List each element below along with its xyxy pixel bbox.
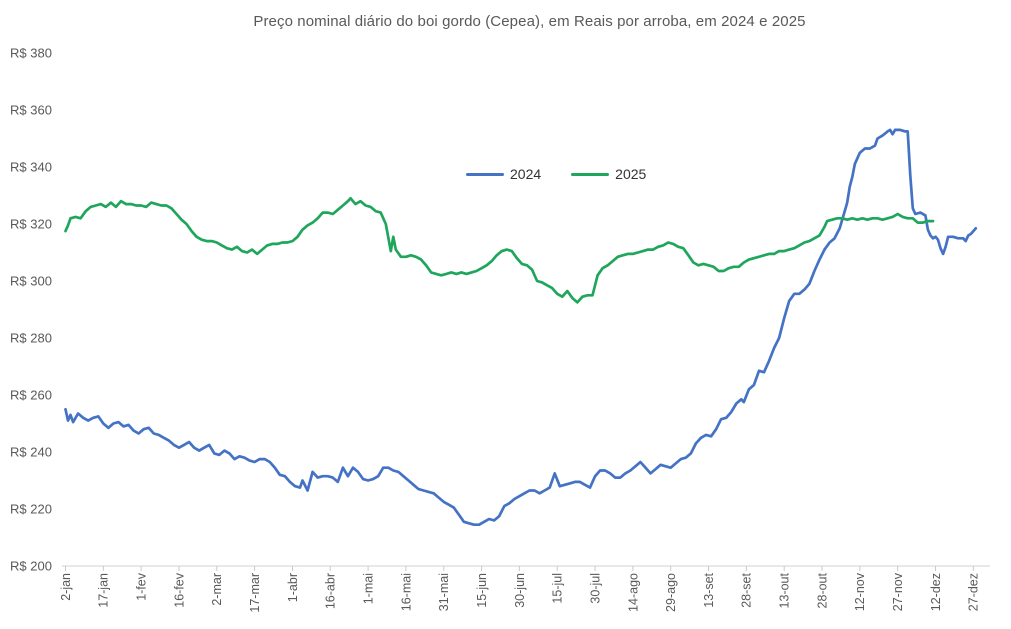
chart-title: Preço nominal diário do boi gordo (Cepea…	[253, 13, 806, 30]
x-tick-label: 27-dez	[967, 573, 981, 611]
x-tick-label: 12-nov	[853, 572, 867, 611]
y-tick-label: R$ 240	[10, 445, 52, 460]
x-tick-label: 12-dez	[929, 573, 943, 611]
chart-legend: 2024 2025	[466, 166, 646, 182]
series-line-2025[interactable]	[64, 196, 935, 304]
x-tick-label: 16-fev	[172, 572, 186, 607]
x-tick-label: 16-abr	[324, 573, 338, 609]
legend-line-sample-2024	[466, 172, 504, 176]
x-tick-label: 1-mai	[361, 573, 375, 604]
x-tick-label: 30-jun	[513, 573, 527, 608]
x-tick-label: 17-mar	[248, 573, 262, 613]
x-tick-label: 28-out	[815, 572, 829, 608]
y-tick-label: R$ 360	[10, 103, 52, 118]
x-tick-label: 27-nov	[891, 572, 905, 611]
y-tick-label: R$ 320	[10, 217, 52, 232]
x-tick-label: 1-fev	[135, 572, 149, 601]
x-tick-label: 14-ago	[626, 573, 640, 612]
x-tick-label: 30-jul	[588, 573, 602, 604]
x-tick-label: 17-jan	[97, 573, 111, 608]
legend-item-2024[interactable]: 2024	[466, 166, 541, 182]
y-tick-label: R$ 260	[10, 388, 52, 403]
x-tick-label: 2-mar	[210, 573, 224, 606]
legend-label-2025: 2025	[615, 166, 647, 182]
legend-label-2024: 2024	[510, 166, 542, 182]
x-tick-label: 1-abr	[286, 573, 300, 602]
x-tick-label: 15-jul	[551, 573, 565, 604]
x-tick-label: 31-mai	[437, 573, 451, 611]
y-tick-label: R$ 200	[10, 559, 52, 574]
y-tick-label: R$ 340	[10, 160, 52, 175]
x-tick-label: 2-jan	[59, 573, 73, 601]
legend-line-sample-2025	[571, 172, 610, 176]
x-tick-label: 13-set	[702, 572, 716, 607]
x-tick-label: 16-mai	[399, 573, 413, 611]
x-tick-label: 15-jun	[475, 573, 489, 608]
x-tick-label: 13-out	[778, 572, 792, 608]
legend-item-2025[interactable]: 2025	[571, 166, 646, 182]
y-tick-label: R$ 300	[10, 274, 52, 289]
y-tick-label: R$ 380	[10, 46, 52, 61]
y-tick-label: R$ 280	[10, 331, 52, 346]
x-tick-label: 29-ago	[664, 573, 678, 612]
series-line-2024[interactable]	[64, 128, 978, 527]
y-tick-label: R$ 220	[10, 502, 52, 517]
x-tick-label: 28-set	[740, 572, 754, 607]
